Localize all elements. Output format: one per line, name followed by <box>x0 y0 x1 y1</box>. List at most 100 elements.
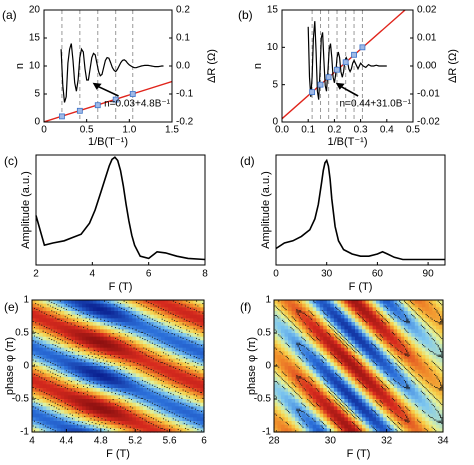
contour-line <box>297 345 299 347</box>
contour-line <box>202 397 204 399</box>
heatmap-cell <box>302 347 307 352</box>
heatmap-cell <box>200 344 205 349</box>
contour-line <box>337 334 339 336</box>
contour-line <box>130 333 133 335</box>
heatmap-cell <box>143 351 148 356</box>
contour-line <box>189 420 192 422</box>
heatmap-cell <box>178 340 184 345</box>
contour-line <box>33 335 36 337</box>
contour-line <box>89 424 91 426</box>
contour-line <box>101 352 103 354</box>
heatmap-cell <box>435 336 441 341</box>
contour-line <box>47 413 49 415</box>
heatmap-cell <box>153 380 159 385</box>
heatmap-cell <box>421 351 426 356</box>
heatmap-cell <box>132 399 137 404</box>
contour-line <box>41 311 43 313</box>
heatmap-cell <box>100 377 105 382</box>
heatmap-cell <box>143 391 148 396</box>
heatmap-cell <box>376 362 381 367</box>
heatmap-cell <box>107 329 112 334</box>
heatmap-cell <box>369 428 374 433</box>
heatmap-cell <box>347 428 353 433</box>
heatmap-cell <box>121 413 126 418</box>
heatmap-cell <box>365 351 370 356</box>
heatmap-cell <box>418 362 423 367</box>
heatmap-cell <box>404 336 409 341</box>
heatmap-cell <box>182 391 187 396</box>
heatmap-cell <box>175 336 180 341</box>
contour-line <box>300 343 302 345</box>
contour-line <box>202 369 204 371</box>
contour-line <box>35 331 37 333</box>
heatmap-cell <box>344 366 349 371</box>
contour-line <box>295 430 297 432</box>
heatmap-cell <box>277 355 282 360</box>
contour-line <box>38 323 40 325</box>
contour-line <box>143 319 145 321</box>
heatmap-cell <box>288 380 293 385</box>
heatmap-cell <box>164 391 169 396</box>
heatmap-cell <box>96 333 101 338</box>
heatmap-cell <box>139 307 144 312</box>
heatmap-cell <box>46 402 51 407</box>
heatmap-cell <box>178 336 184 341</box>
heatmap-cell <box>67 391 73 396</box>
heatmap-cell <box>57 406 62 411</box>
contour-line <box>60 400 63 402</box>
heatmap-cell <box>333 314 338 319</box>
heatmap-cell <box>118 303 123 308</box>
heatmap-cell <box>354 300 360 305</box>
heatmap-cell <box>78 325 83 330</box>
heatmap-cell <box>354 362 360 367</box>
contour-line <box>127 343 129 345</box>
heatmap-cell <box>326 336 331 341</box>
heatmap-cell <box>330 322 335 327</box>
heatmap-cell <box>57 417 62 422</box>
heatmap-cell <box>347 325 353 330</box>
heatmap-cell <box>316 369 321 374</box>
contour-line <box>157 372 160 374</box>
heatmap-cell <box>281 424 286 429</box>
heatmap-cell <box>125 336 130 341</box>
contour-line <box>303 378 305 380</box>
heatmap-cell <box>295 314 300 319</box>
heatmap-cell <box>411 399 416 404</box>
heatmap-cell <box>85 399 90 404</box>
heatmap-cell <box>85 366 90 371</box>
contour-line <box>58 384 60 386</box>
heatmap-cell <box>302 428 307 433</box>
heatmap-cell <box>82 307 87 312</box>
heatmap-cell <box>362 347 367 352</box>
contour-line <box>113 363 115 365</box>
contour-line <box>194 323 196 325</box>
contour-line <box>160 373 162 375</box>
index-point <box>76 107 83 114</box>
contour-line <box>173 334 176 336</box>
contour-line <box>40 305 42 307</box>
heatmap-cell <box>46 377 51 382</box>
heatmap-cell <box>274 391 279 396</box>
heatmap-cell <box>121 333 126 338</box>
heatmap-cell <box>103 322 108 327</box>
contour-line <box>155 359 157 361</box>
contour-line <box>44 346 47 348</box>
heatmap-cell <box>386 413 391 418</box>
heatmap-cell <box>404 413 409 418</box>
heatmap-cell <box>135 318 141 323</box>
contour-line <box>53 349 55 351</box>
heatmap-cell <box>168 336 173 341</box>
heatmap-cell <box>89 380 94 385</box>
heatmap-cell <box>439 307 444 312</box>
heatmap-cell <box>404 373 409 378</box>
contour-line <box>58 342 60 344</box>
heatmap-cell <box>330 380 335 385</box>
contour-line <box>162 395 165 397</box>
heatmap-cell <box>397 399 402 404</box>
heatmap-cell <box>379 373 384 378</box>
heatmap-cell <box>435 344 441 349</box>
contour-line <box>337 309 339 311</box>
heatmap-cell <box>150 391 155 396</box>
contour-line <box>338 397 340 399</box>
